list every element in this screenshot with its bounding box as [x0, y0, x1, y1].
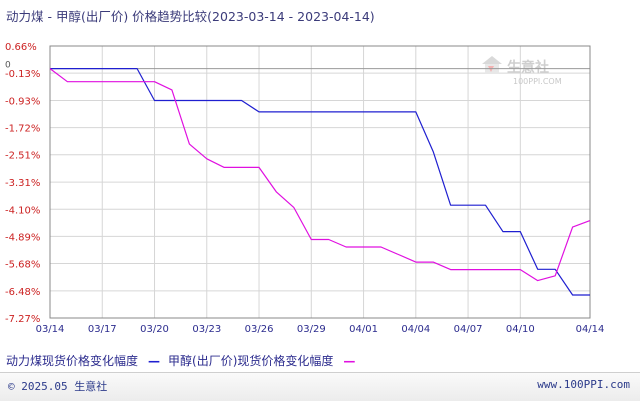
footer-copyright: © 2025.05 生意社: [8, 380, 108, 393]
y-tick-label: -5.68%: [5, 259, 40, 270]
y-tick-label: -4.10%: [5, 205, 40, 216]
y-tick-label: 0.66%: [5, 42, 37, 53]
x-tick-label: 03/26: [245, 324, 274, 335]
zero-label: 0: [5, 61, 11, 71]
watermark-url: 100PPI.COM: [513, 77, 562, 86]
y-tick-label: -6.48%: [5, 287, 40, 298]
watermark-name: 生意社: [507, 59, 549, 76]
footer-bar: [0, 372, 640, 401]
x-tick-label: 04/04: [401, 324, 430, 335]
plot-frame: [49, 45, 591, 319]
y-tick-label: -7.27%: [5, 314, 40, 325]
x-tick-label: 03/14: [36, 324, 65, 335]
chart-title: 动力煤 - 甲醇(出厂价) 价格趋势比较(2023-03-14 - 2023-0…: [6, 9, 375, 24]
x-tick-label: 03/29: [297, 324, 326, 335]
y-tick-label: -0.13%: [5, 69, 40, 80]
legend-swatch-series1: —: [148, 353, 161, 368]
watermark-logo: 生意社 100PPI.COM: [482, 56, 562, 86]
y-tick-label: -4.89%: [5, 232, 40, 243]
legend-label-series2: 甲醇(出厂价)现货价格变化幅度: [168, 354, 334, 368]
x-tick-label: 04/01: [349, 324, 378, 335]
y-tick-label: -1.72%: [5, 124, 40, 135]
axes-layer: [49, 45, 591, 319]
y-tick-label: -0.93%: [5, 97, 40, 108]
y-tick-label: -2.51%: [5, 151, 40, 162]
series-line-1: [50, 67, 590, 296]
x-tick-label: 04/14: [576, 324, 605, 335]
x-tick-label: 04/07: [454, 324, 483, 335]
footer-link[interactable]: www.100PPI.com: [537, 378, 630, 391]
grid-layer: [49, 45, 591, 319]
series-line-2: [49, 68, 591, 282]
x-tick-label: 03/20: [140, 324, 169, 335]
y-tick-label: -3.31%: [5, 178, 40, 189]
legend-swatch-series2: —: [343, 353, 356, 368]
x-tick-label: 03/17: [88, 324, 117, 335]
legend-label-series1: 动力煤现货价格变化幅度: [6, 354, 139, 368]
x-tick-label: 03/23: [192, 324, 221, 335]
legend: 动力煤现货价格变化幅度 — 甲醇(出厂价)现货价格变化幅度 —: [6, 352, 363, 369]
label-layer: 03/14 03/17 03/20 03/23 03/26 03/29 04/01 04/04…: [5, 42, 604, 335]
series-layer: [49, 67, 591, 296]
x-tick-label: 04/10: [506, 324, 535, 335]
